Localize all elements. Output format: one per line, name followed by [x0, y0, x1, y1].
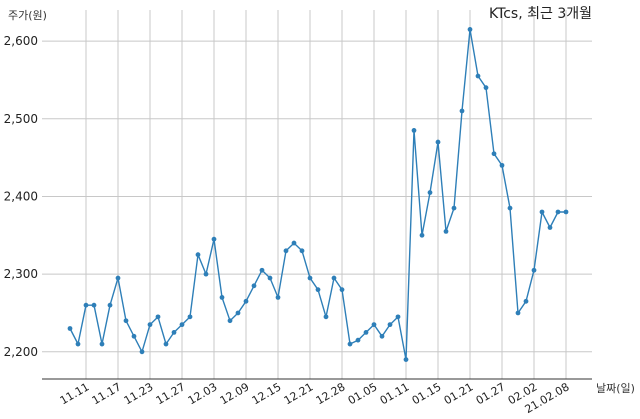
price-point	[411, 128, 417, 133]
y-tick-label: 2,500	[4, 112, 38, 126]
price-point	[139, 349, 145, 355]
price-point	[475, 73, 481, 79]
price-point	[75, 341, 81, 347]
price-point	[123, 318, 129, 324]
price-point	[459, 108, 465, 114]
price-point	[291, 240, 297, 246]
price-point	[331, 275, 337, 281]
price-point	[355, 337, 361, 343]
price-point	[171, 329, 177, 335]
price-point	[435, 139, 441, 145]
x-tick-label: 12.09	[218, 380, 252, 407]
x-tick-label: 01.15	[410, 380, 444, 407]
price-point	[547, 225, 553, 230]
price-point	[283, 248, 289, 254]
price-point	[515, 310, 521, 316]
y-tick-label: 2,600	[4, 34, 38, 48]
x-tick-labels: 11.1111.1711.2311.2712.0312.0912.1512.21…	[58, 380, 572, 416]
price-point	[243, 298, 249, 304]
price-point	[83, 302, 89, 308]
price-point	[403, 357, 409, 362]
y-tick-labels: 2,200 2,300 2,400 2,500 2,600	[4, 34, 38, 359]
price-point	[491, 151, 497, 157]
price-point	[531, 267, 537, 273]
price-point	[67, 326, 73, 331]
price-point	[195, 252, 201, 258]
y-tick-label: 2,300	[4, 267, 38, 281]
price-point	[539, 209, 545, 215]
price-point	[203, 271, 209, 277]
price-point	[275, 295, 281, 300]
x-tick-label: 01.11	[378, 380, 412, 407]
price-point	[499, 162, 505, 168]
price-point	[555, 209, 561, 215]
price-point	[155, 314, 161, 320]
price-point	[235, 310, 241, 316]
x-tick-label: 12.21	[282, 380, 316, 407]
x-tick-label: 11.27	[154, 380, 188, 407]
price-point	[179, 322, 185, 328]
price-point	[267, 275, 273, 281]
x-tick-label: 12.03	[186, 380, 220, 407]
chart-title: KTcs, 최근 3개월	[489, 6, 592, 22]
price-point	[107, 302, 113, 308]
x-tick-label: 12.28	[314, 380, 348, 407]
x-tick-label: 11.23	[122, 380, 156, 407]
price-point	[523, 298, 529, 304]
price-point	[339, 287, 345, 293]
price-point	[563, 209, 569, 215]
y-tick-label: 2,400	[4, 189, 38, 203]
price-point	[507, 205, 513, 211]
y-tick-label: 2,200	[4, 345, 38, 359]
y-axis-label: 주가(원)	[8, 9, 47, 22]
price-point	[387, 322, 393, 328]
price-point	[115, 275, 121, 281]
price-point	[219, 295, 225, 300]
price-line	[69, 28, 566, 361]
x-axis-label: 날짜(일)	[596, 381, 635, 395]
price-point	[299, 248, 305, 254]
price-point	[187, 314, 193, 320]
price-point	[251, 283, 257, 289]
x-tick-label: 11.11	[58, 380, 92, 407]
x-tick-label: 01.05	[346, 380, 380, 407]
price-point	[379, 333, 385, 339]
price-point	[147, 322, 153, 328]
x-tick-label: 12.15	[250, 380, 284, 407]
price-point	[451, 205, 457, 211]
price-point	[427, 190, 433, 195]
x-tick-label: 01.27	[474, 380, 508, 407]
price-point	[131, 333, 137, 339]
price-point	[91, 302, 97, 308]
price-point	[347, 341, 353, 347]
price-point	[227, 318, 233, 324]
price-point	[443, 229, 449, 234]
grid-lines	[42, 10, 592, 379]
price-point	[163, 341, 169, 347]
price-points	[67, 27, 569, 362]
price-point	[363, 329, 369, 335]
price-point	[395, 314, 401, 320]
price-point	[419, 232, 425, 238]
price-point	[323, 314, 329, 320]
x-tick-label: 11.17	[90, 380, 124, 407]
price-point	[99, 341, 105, 347]
price-point	[315, 287, 321, 293]
price-point	[211, 236, 217, 242]
price-point	[371, 322, 377, 328]
x-tick-label: 01.21	[442, 380, 476, 407]
price-point	[307, 275, 313, 281]
price-point	[467, 27, 473, 32]
price-point	[259, 267, 265, 273]
price-point	[483, 85, 489, 91]
